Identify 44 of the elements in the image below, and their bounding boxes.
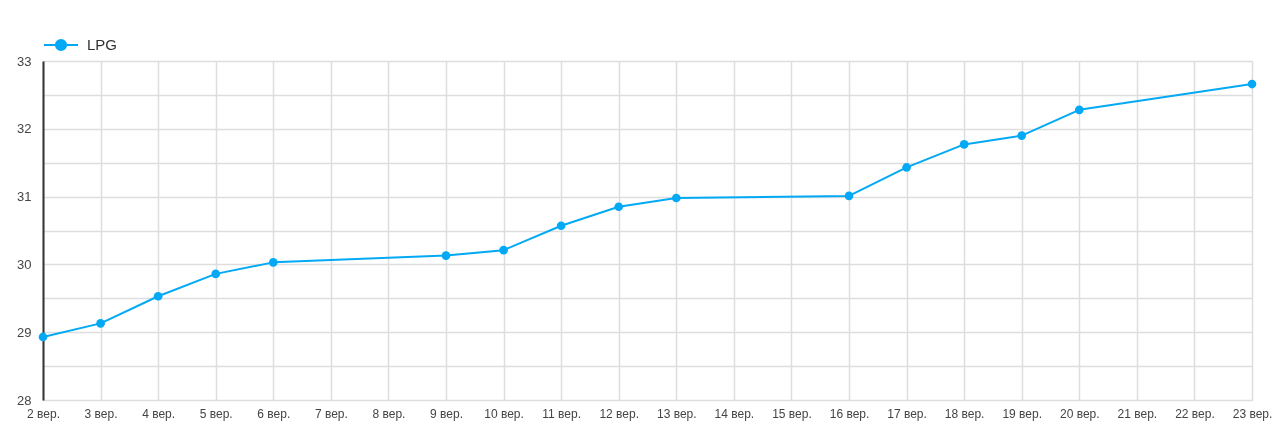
y-tick-label: 32	[17, 121, 32, 137]
x-tick-label: 21 вер.	[1117, 406, 1158, 421]
point	[1074, 105, 1084, 115]
x-tick-label: 2 вер.	[27, 406, 60, 421]
y-tick-label: 33	[17, 53, 32, 69]
x-tick-label: 20 вер.	[1059, 406, 1100, 421]
point	[671, 193, 681, 203]
point	[96, 319, 105, 328]
x-tick-label: 9 вер.	[430, 406, 463, 421]
x-tick-label: 3 вер.	[84, 406, 118, 421]
point	[153, 291, 163, 301]
point	[441, 251, 451, 260]
point	[499, 245, 508, 255]
point	[844, 191, 854, 201]
x-tick-label: 22 вер.	[1175, 406, 1215, 421]
point	[1017, 131, 1027, 140]
x-tick-label: 7 вер.	[314, 406, 348, 421]
y-tick-label: 28	[17, 392, 32, 408]
point	[38, 332, 48, 342]
y-tick-label: 31	[17, 189, 32, 205]
x-tick-label: 18 вер.	[944, 406, 985, 421]
point	[614, 202, 624, 212]
x-tick-label: 19 вер.	[1002, 406, 1043, 421]
x-tick-label: 4 вер.	[142, 406, 176, 421]
point	[902, 163, 911, 172]
x-tick-label: 23 вер.	[1232, 406, 1273, 421]
point	[211, 269, 221, 279]
x-tick-label: 8 вер.	[372, 406, 406, 421]
y-tick-label: 30	[17, 256, 32, 272]
x-tick-label: 13 вер.	[656, 406, 697, 421]
x-tick-label: 15 вер.	[772, 406, 812, 421]
x-tick-label: 6 вер.	[257, 406, 291, 421]
point	[959, 140, 969, 149]
x-tick-label: 17 вер.	[887, 406, 927, 421]
x-tick-label: 16 вер.	[829, 406, 870, 421]
point	[268, 258, 278, 267]
x-tick-label: 11 вер.	[542, 406, 581, 421]
x-tick-label: 12 вер.	[599, 406, 640, 421]
legend-label: LPG	[87, 36, 118, 53]
point	[556, 221, 566, 231]
x-tick-label: 14 вер.	[714, 406, 755, 421]
x-tick-label: 10 вер.	[484, 406, 524, 421]
x-tick-label: 5 вер.	[199, 406, 233, 421]
y-tick-label: 29	[17, 324, 32, 340]
